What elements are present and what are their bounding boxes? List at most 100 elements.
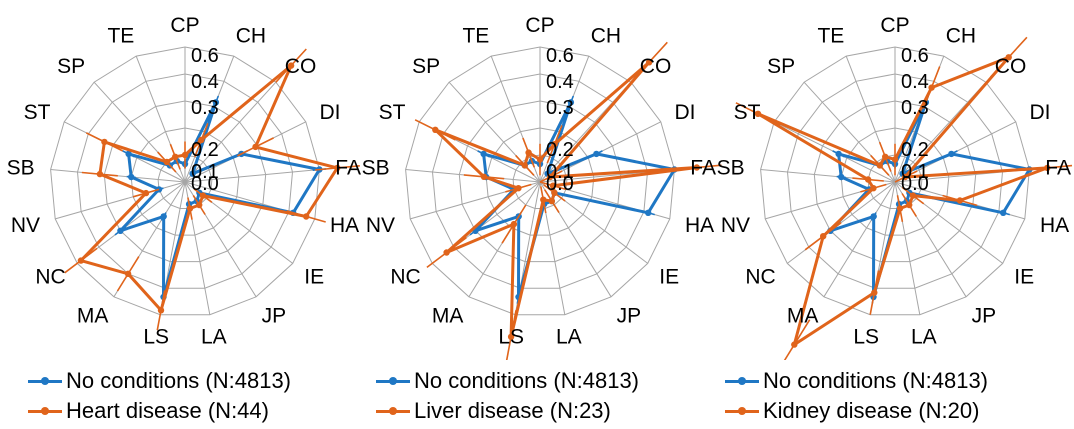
category-label: CP	[525, 14, 554, 37]
category-label: LS	[853, 325, 879, 348]
legend-label-baseline: No conditions (N:4813)	[414, 368, 640, 393]
category-label: NV	[366, 214, 395, 237]
category-label: DI	[1030, 101, 1051, 124]
legend-swatch-condition	[376, 406, 410, 415]
category-label: CH	[591, 25, 621, 48]
data-point	[546, 173, 554, 181]
category-label: DI	[675, 101, 696, 124]
category-label: CO	[285, 55, 317, 78]
data-point	[882, 153, 889, 160]
data-point	[186, 205, 194, 212]
category-label: TE	[462, 25, 489, 48]
radial-tick-label: 0.2	[191, 139, 219, 161]
legend-swatch-condition	[725, 406, 759, 415]
category-label: LA	[556, 325, 582, 348]
category-label: JP	[617, 305, 642, 328]
radial-tick-label: 0.3	[901, 97, 929, 119]
category-label: LS	[498, 325, 524, 348]
legend-panel-3: No conditions (N:4813) Kidney disease (N…	[725, 366, 1065, 426]
category-label: LA	[911, 325, 937, 348]
radial-tick-label: 0.6	[546, 45, 574, 67]
grid-spoke	[823, 181, 896, 298]
category-label: IE	[304, 266, 324, 289]
data-point	[515, 185, 522, 192]
data-point	[549, 182, 557, 189]
legend-swatch-baseline	[376, 376, 410, 385]
data-point	[189, 170, 196, 177]
legend-entry-baseline: No conditions (N:4813)	[376, 366, 716, 396]
legend-label-baseline: No conditions (N:4813)	[763, 368, 989, 393]
category-label: CO	[995, 55, 1027, 78]
data-point	[160, 213, 167, 220]
radial-tick-label: 0.2	[901, 139, 929, 161]
series-condition	[414, 41, 722, 364]
category-label: TE	[817, 25, 844, 48]
data-point	[551, 189, 558, 196]
data-point	[864, 176, 872, 183]
radial-tick-label: 0.0	[546, 173, 574, 195]
grid-spoke	[894, 81, 987, 183]
category-label: DI	[320, 101, 341, 124]
data-point	[172, 153, 179, 160]
data-point	[593, 150, 600, 158]
category-label: ST	[734, 101, 761, 124]
data-point	[125, 150, 132, 158]
category-label: TE	[107, 25, 134, 48]
category-label: NC	[745, 266, 775, 289]
category-label: CH	[946, 25, 976, 48]
data-point	[443, 249, 450, 256]
data-point	[956, 197, 964, 204]
grid-spoke	[184, 169, 320, 183]
data-point	[525, 149, 532, 156]
series-line	[118, 100, 321, 299]
legend-label-condition: Heart disease (N:44)	[66, 398, 269, 423]
radial-tick-label: 0.1	[546, 161, 574, 183]
data-point	[551, 141, 558, 148]
series-line	[433, 60, 699, 339]
radial-tick-label: 0.4	[191, 71, 219, 93]
data-point	[906, 201, 913, 209]
category-label: IE	[1014, 266, 1034, 289]
category-label: MA	[787, 305, 819, 328]
radar-charts-canvas: 0.00.10.20.30.40.6CP CHCODIFAHAIEJPLALSMA…	[7, 14, 1073, 365]
category-label: MA	[432, 305, 464, 328]
data-point	[948, 150, 955, 158]
category-label: HA	[685, 214, 714, 237]
legend-panel-1: No conditions (N:4813) Heart disease (N:…	[28, 366, 368, 426]
data-point	[540, 196, 547, 203]
data-point	[101, 138, 108, 146]
data-point	[536, 156, 544, 163]
radial-tick-label: 0.0	[901, 173, 929, 195]
category-label: NC	[35, 266, 65, 289]
data-point	[303, 213, 310, 220]
data-point	[252, 143, 259, 151]
category-label: IE	[659, 266, 679, 289]
grid-ring	[76, 73, 294, 289]
grid-ring	[50, 46, 320, 316]
category-label: FA	[1045, 157, 1071, 180]
data-point	[901, 173, 909, 181]
category-label: JP	[262, 305, 287, 328]
legend-swatch-baseline	[28, 376, 62, 385]
data-point	[896, 205, 904, 212]
data-point	[1000, 209, 1007, 216]
legend-entry-condition: Liver disease (N:23)	[376, 396, 716, 426]
category-label: MA	[77, 305, 109, 328]
data-point	[480, 173, 488, 180]
data-point	[891, 156, 899, 163]
grid-ring	[103, 100, 267, 263]
legend-label-baseline: No conditions (N:4813)	[66, 368, 292, 393]
category-label: LS	[143, 325, 169, 348]
data-point	[835, 150, 842, 158]
category-label: HA	[1040, 214, 1069, 237]
data-point	[909, 192, 917, 199]
category-label: JP	[972, 305, 997, 328]
data-point	[212, 99, 220, 106]
category-label: SB	[717, 157, 745, 180]
data-point	[870, 213, 877, 220]
category-label: FA	[335, 157, 361, 180]
radial-tick-label: 0.2	[546, 139, 574, 161]
legend-entry-baseline: No conditions (N:4813)	[28, 366, 368, 396]
grid-ring	[405, 46, 675, 316]
